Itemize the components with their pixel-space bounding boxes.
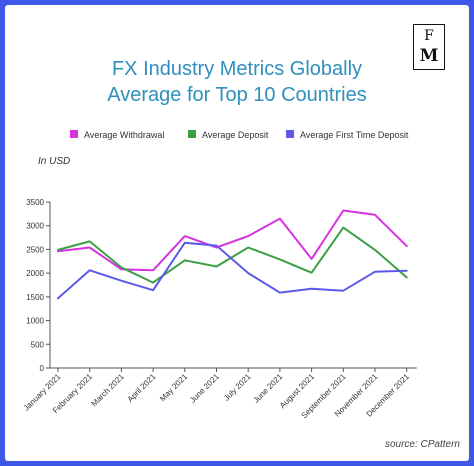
fm-logo: F M (413, 24, 445, 70)
unit-label: In USD (38, 156, 71, 167)
chart-title-line1: FX Industry Metrics Globally (111, 58, 363, 80)
x-tick-label: May 2021 (158, 372, 190, 404)
source-label: source: CPattern (384, 439, 460, 450)
x-tick-label: June 2021 (252, 372, 285, 405)
y-tick-label: 2000 (26, 269, 44, 278)
x-tick-label: July 2021 (222, 372, 253, 403)
legend-label: Average Deposit (202, 130, 269, 140)
legend-swatch (70, 130, 78, 138)
x-tick-label: March 2021 (90, 372, 127, 409)
y-tick-label: 1500 (26, 293, 44, 302)
legend-swatch (286, 130, 294, 138)
y-tick-label: 3500 (26, 198, 44, 207)
legend-label: Average First Time Deposit (300, 130, 409, 140)
y-tick-label: 1000 (26, 317, 44, 326)
series-line (57, 241, 408, 300)
y-tick-label: 500 (31, 340, 45, 349)
series-line (57, 209, 408, 272)
x-tick-label: April 2021 (126, 372, 158, 404)
chart-card (5, 5, 469, 461)
series-line (57, 226, 408, 284)
y-tick-label: 2500 (26, 245, 44, 254)
logo-letter-m: M (419, 46, 439, 66)
logo-letter-f: F (424, 28, 434, 44)
x-tick-label: June 2021 (188, 372, 221, 405)
y-tick-label: 0 (40, 364, 45, 373)
legend-label: Average Withdrawal (84, 130, 164, 140)
legend-swatch (188, 130, 196, 138)
chart-title: FX Industry Metrics Globally Average for… (0, 56, 474, 108)
chart-title-line2: Average for Top 10 Countries (107, 84, 367, 106)
y-tick-label: 3000 (26, 222, 44, 231)
